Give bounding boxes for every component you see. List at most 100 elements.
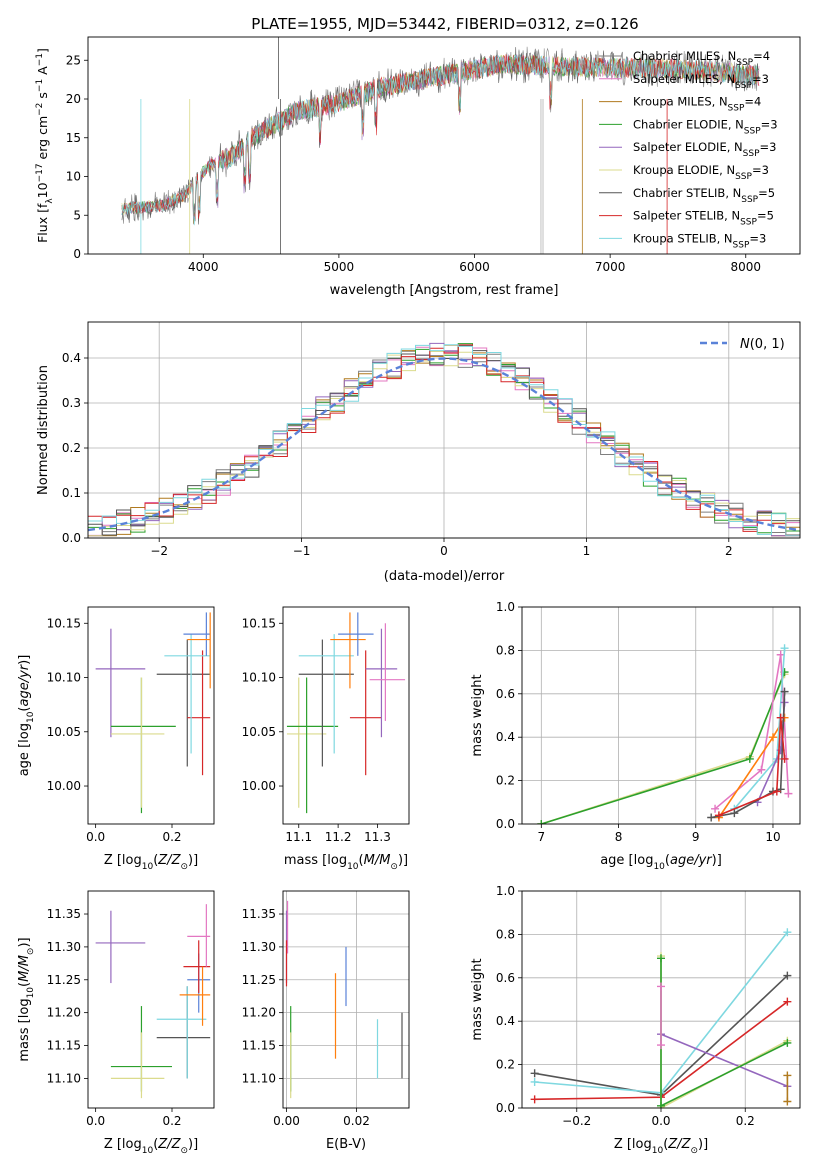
y-tick-label: 0.0	[496, 1101, 515, 1115]
x-tick-label: 11.3	[364, 830, 391, 844]
weight-line	[541, 673, 786, 824]
y-tick-label: 5	[73, 208, 81, 222]
normal-curve	[88, 357, 800, 532]
weight-marker	[657, 1101, 665, 1108]
data-point	[183, 612, 211, 656]
weight-line	[718, 717, 786, 817]
weight-series	[783, 1071, 792, 1106]
weight-marker	[772, 787, 781, 796]
x-tick-label: −2	[150, 544, 168, 558]
y-axis-label: Normed distribution	[36, 365, 51, 495]
axes-frame	[87, 321, 801, 539]
weight-marker	[768, 733, 777, 742]
y-tick-label: 0.2	[496, 1058, 515, 1072]
weight-marker	[783, 1097, 792, 1106]
weight-series	[657, 982, 665, 1050]
spectrum-line	[121, 54, 760, 226]
weight-series	[714, 713, 789, 820]
mass_vs_ebv-panel: 0.00 0.02 11.10 11.15 11.20 11.25 11.30 11.35 E(…	[242, 890, 410, 1152]
x-tick-label: 4000	[188, 260, 219, 274]
y-tick-label: 0.6	[496, 971, 515, 985]
legend-label: Chabrier MILES, NSSP=4	[633, 49, 770, 68]
x-tick-label: 0.2	[736, 1114, 755, 1128]
axes-frame	[87, 36, 801, 255]
y-tick-label: 0.4	[496, 1014, 515, 1028]
x-axis-label: Z [log10(Z/Z⊙)]	[104, 1137, 198, 1156]
axes-frame	[87, 890, 215, 1109]
x-tick-label: 10	[765, 830, 780, 844]
data-point	[156, 639, 211, 767]
weight-marker	[707, 813, 716, 822]
weight-marker	[530, 1095, 539, 1104]
axes-frame	[87, 606, 215, 825]
data-point	[110, 677, 176, 814]
y-tick-label: 15	[66, 131, 81, 145]
data-point	[156, 986, 207, 1079]
y-tick-label: 0.1	[62, 486, 81, 500]
weight-marker	[783, 971, 792, 980]
y-tick-label: 11.10	[47, 1071, 81, 1085]
y-tick-label: 0.2	[496, 774, 515, 788]
y-tick-label: 11.35	[47, 907, 81, 921]
data-point	[110, 677, 165, 808]
data-point	[183, 940, 211, 993]
data-point	[164, 634, 211, 754]
weight-marker	[780, 644, 789, 653]
data-point	[179, 966, 211, 1026]
x-tick-label: 8	[615, 830, 623, 844]
x-tick-label: 11.2	[325, 830, 352, 844]
x-tick-label: 0.0	[86, 830, 105, 844]
axes-frame	[282, 606, 410, 825]
weight-line	[541, 671, 786, 824]
age_vs_mass-panel: 11.1 11.2 11.3 10.00 10.05 10.10 10.15 mass [lo…	[242, 606, 410, 872]
x-tick-label: 11.1	[285, 830, 312, 844]
x-axis-label: Z [log10(Z/Z⊙)]	[104, 853, 198, 872]
x-axis-label: mass [log10(M/M⊙)]	[284, 853, 408, 872]
x-tick-label: 0	[440, 544, 448, 558]
weight-marker	[783, 997, 792, 1006]
axes-frame	[521, 890, 801, 1109]
data-point	[338, 612, 374, 656]
weight-marker	[783, 928, 792, 937]
y-axis-label: mass [log10(M/M⊙)]	[17, 937, 36, 1061]
y-tick-label: 11.30	[242, 940, 276, 954]
y-tick-label: 0.3	[62, 396, 81, 410]
y-axis-label: mass weight	[470, 958, 485, 1040]
weight-marker	[537, 820, 546, 824]
weight-marker	[776, 713, 785, 722]
legend-label: Chabrier ELODIE, NSSP=3	[633, 117, 778, 136]
x-tick-label: 0.02	[343, 1114, 370, 1128]
x-tick-label: 0.0	[651, 1114, 670, 1128]
weight-marker	[730, 809, 739, 818]
spectrum-panel: 4000 5000 6000 7000 8000 0 5 10 15 20 25 wavelength…	[35, 36, 801, 298]
legend-label: Salpeter STELIB, NSSP=5	[633, 209, 774, 228]
y-tick-label: 11.15	[242, 1039, 276, 1053]
x-axis-label: age [log10(age/yr)]	[600, 853, 722, 872]
y-tick-label: 20	[66, 92, 81, 106]
weight-line	[660, 956, 788, 1108]
y-tick-label: 25	[66, 53, 81, 67]
weight-marker	[714, 811, 723, 820]
x-tick-label: 9	[692, 830, 700, 844]
weight-marker	[530, 1069, 539, 1078]
x-tick-label: 7000	[595, 260, 626, 274]
x-tick-label: 0.0	[86, 1114, 105, 1128]
spectrum-legend: Chabrier MILES, NSSP=4 Salpeter MILES, NS…	[599, 49, 778, 250]
y-tick-label: 0.6	[496, 687, 515, 701]
weight_vs_Z-panel: −0.2 0.0 0.2 0.0 0.2 0.4 0.6 0.8 1.0 Z [log10(Z/Z…	[470, 884, 801, 1156]
x-tick-label: 0.2	[162, 1114, 181, 1128]
y-tick-label: 1.0	[496, 884, 515, 898]
weight-marker	[780, 754, 789, 763]
legend-label: Kroupa ELODIE, NSSP=3	[633, 163, 769, 182]
x-axis-label: Z [log10(Z/Z⊙)]	[614, 1137, 708, 1156]
weight-series	[657, 1030, 792, 1091]
x-tick-label: 8000	[730, 260, 761, 274]
data-point	[349, 650, 382, 776]
spectrum-plot	[121, 37, 760, 254]
y-tick-label: 10	[66, 170, 81, 184]
y-tick-label: 10.00	[242, 779, 276, 793]
data-point	[110, 1032, 165, 1099]
weight_vs_age-panel: 7 8 9 10 0.0 0.2 0.4 0.6 0.8 1.0 age [log10(age/yr…	[470, 600, 801, 872]
weight-marker	[657, 1041, 665, 1050]
